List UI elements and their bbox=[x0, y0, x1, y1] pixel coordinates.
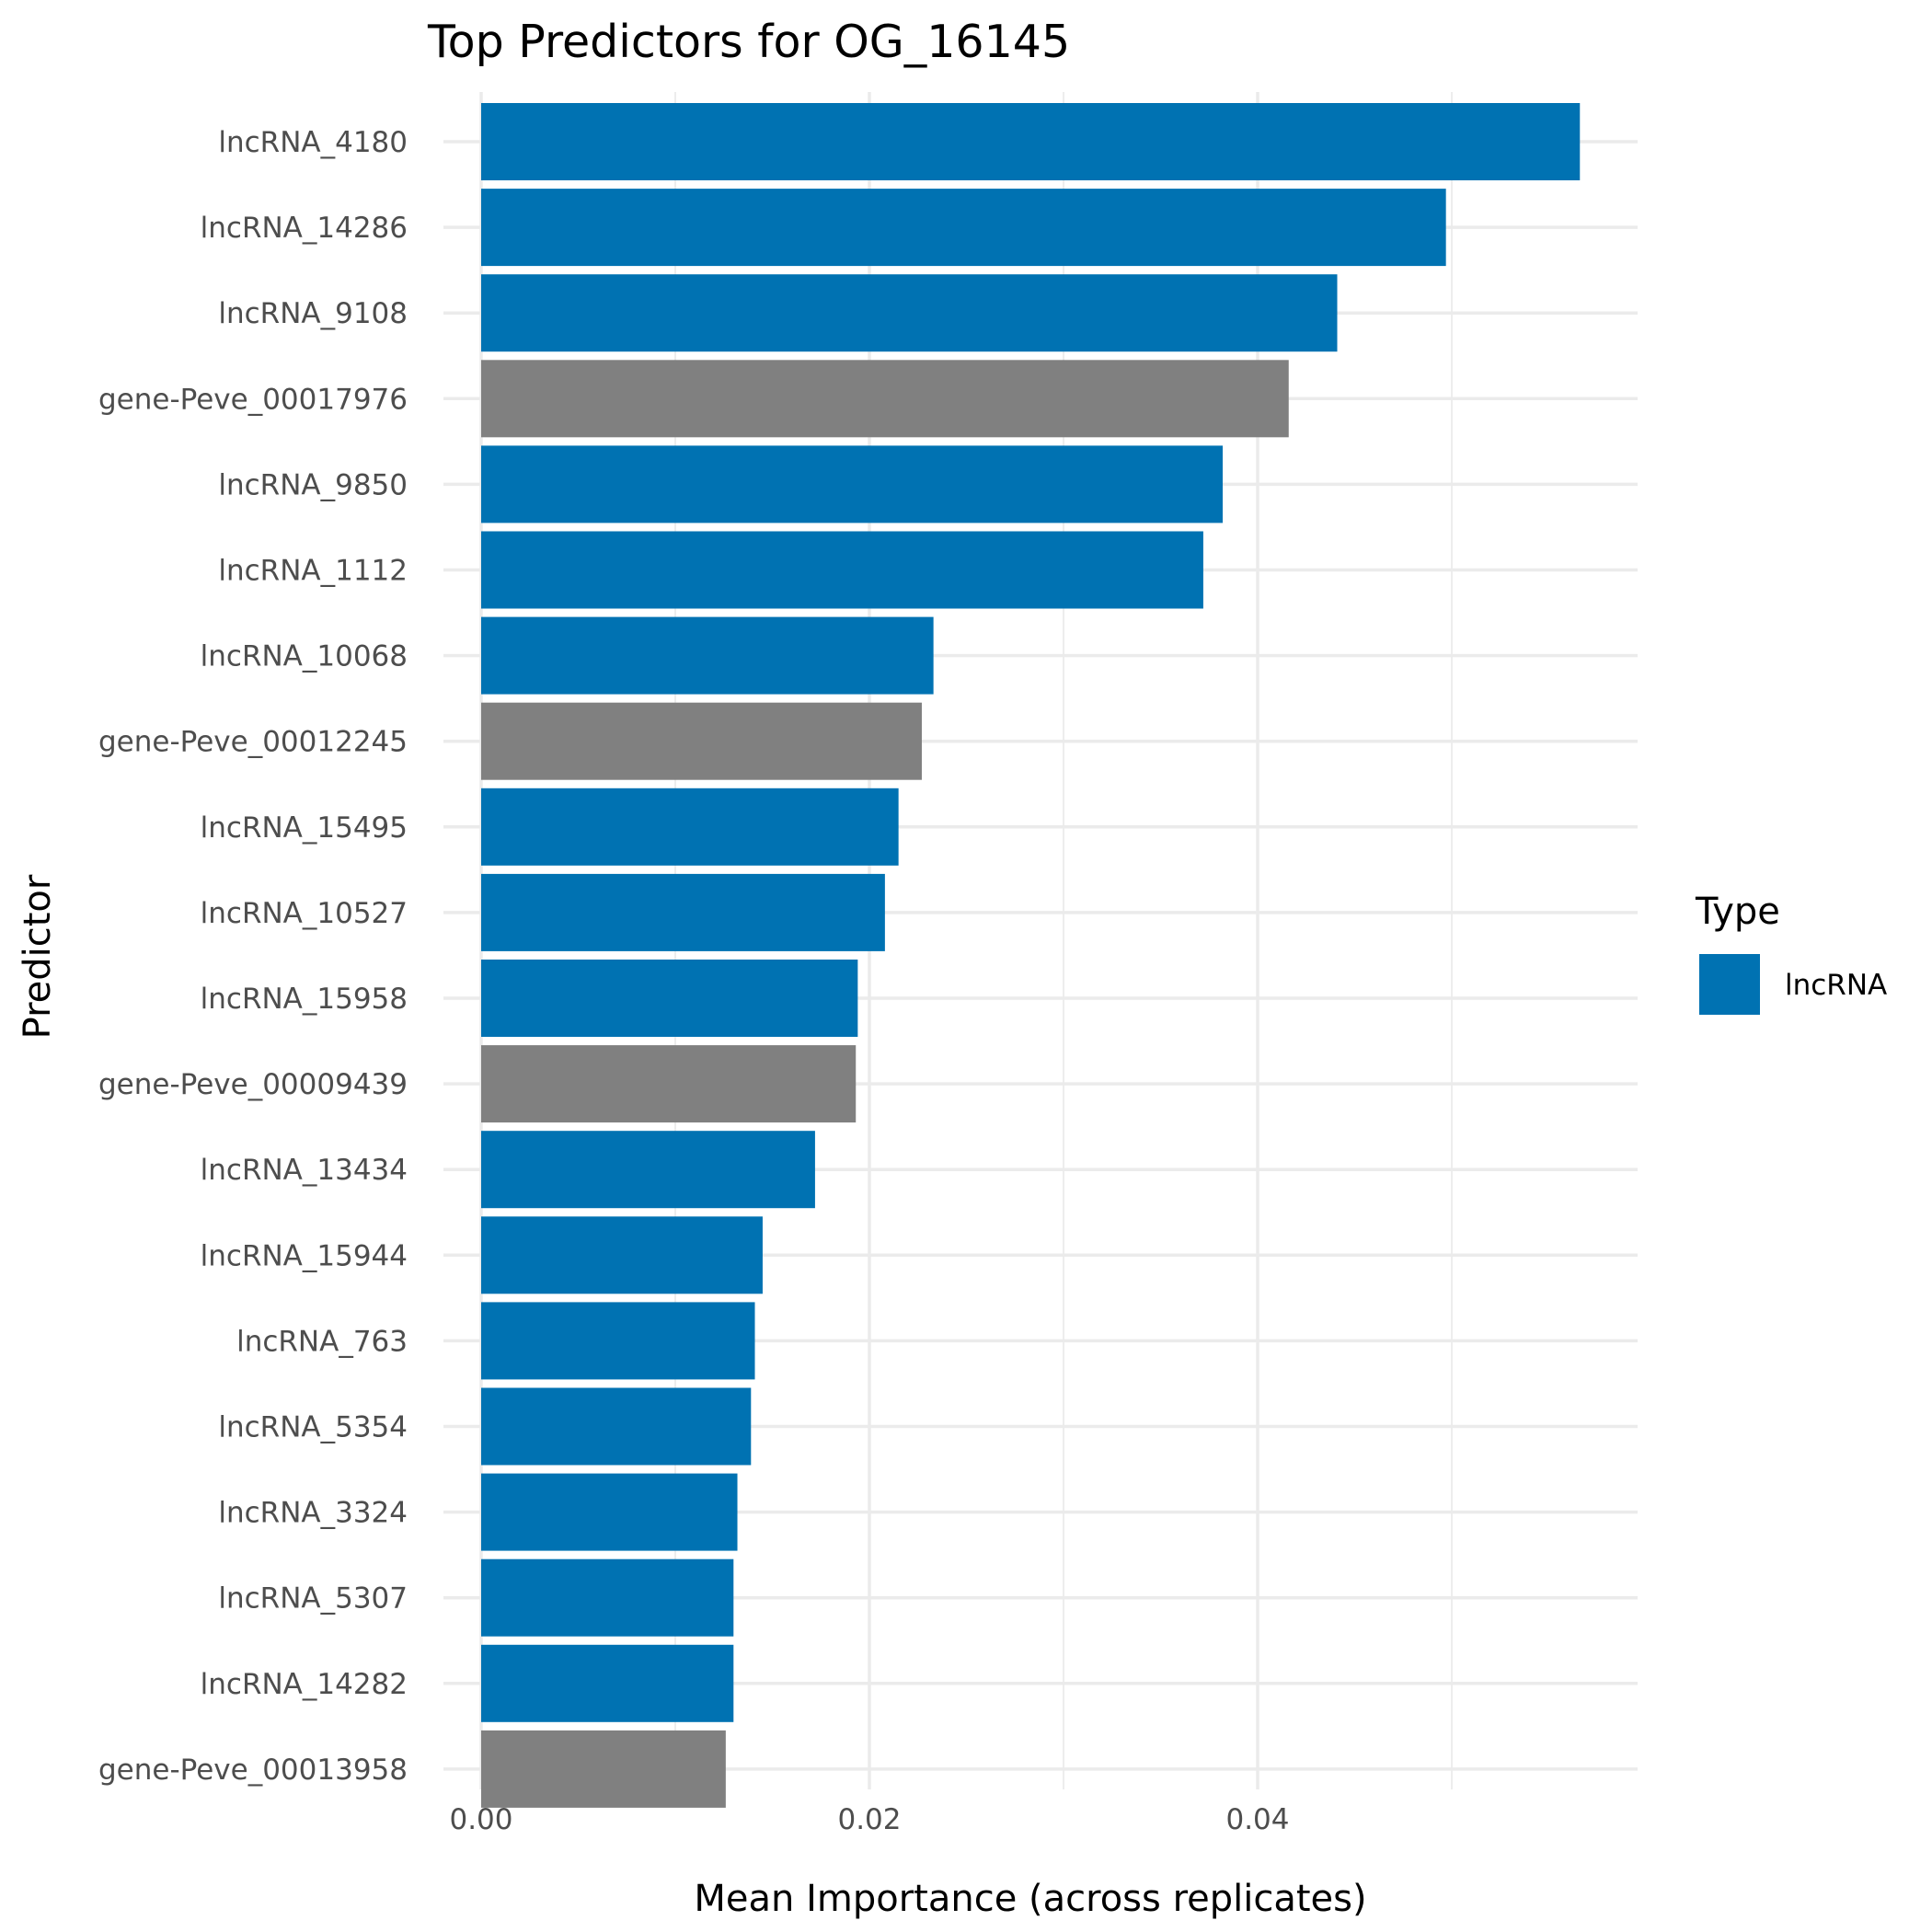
y-tick-label: lncRNA_9108 bbox=[218, 297, 408, 330]
bar bbox=[481, 103, 1581, 180]
y-tick-label: gene-Peve_00009439 bbox=[98, 1068, 408, 1101]
bar bbox=[481, 189, 1446, 267]
x-tick-label: 0.02 bbox=[837, 1803, 901, 1836]
y-tick-label: lncRNA_14282 bbox=[201, 1668, 408, 1701]
y-tick-label: lncRNA_13434 bbox=[201, 1154, 408, 1187]
y-tick-label: gene-Peve_00012245 bbox=[98, 726, 408, 759]
bar bbox=[481, 1558, 734, 1637]
y-tick-label: lncRNA_14286 bbox=[201, 212, 408, 245]
x-tick-label: 0.04 bbox=[1225, 1803, 1289, 1836]
x-tick-labels: 0.00 0.02 0.04 bbox=[449, 1803, 1289, 1836]
y-tick-labels: lncRNA_4180 lncRNA_14286 lncRNA_9108 gene-P… bbox=[98, 126, 408, 1787]
bar bbox=[481, 1387, 752, 1466]
y-tick-label: gene-Peve_00017976 bbox=[98, 383, 408, 416]
bar bbox=[481, 1644, 734, 1722]
bar bbox=[481, 616, 934, 695]
legend: Type lncRNA bbox=[1695, 891, 1887, 1015]
legend-title: Type bbox=[1695, 891, 1780, 933]
bar bbox=[481, 445, 1224, 523]
y-tick-label: lncRNA_15944 bbox=[201, 1239, 408, 1272]
bar bbox=[481, 873, 885, 951]
y-tick-label: lncRNA_9850 bbox=[218, 468, 408, 501]
y-tick-label: lncRNA_10068 bbox=[201, 640, 408, 673]
bar bbox=[481, 274, 1338, 352]
y-tick-label: lncRNA_15495 bbox=[201, 811, 408, 845]
bar bbox=[481, 1302, 755, 1380]
y-tick-label: lncRNA_5354 bbox=[218, 1411, 408, 1444]
x-axis-title: Mean Importance (across replicates) bbox=[694, 1878, 1366, 1920]
chart-title: Top Predictors for OG_16145 bbox=[427, 16, 1070, 68]
bar bbox=[481, 360, 1289, 438]
bar bbox=[481, 1473, 738, 1551]
legend-key-lncrna bbox=[1699, 954, 1760, 1015]
bar bbox=[481, 788, 899, 866]
y-tick-label: gene-Peve_00013958 bbox=[98, 1754, 408, 1787]
bar bbox=[481, 1045, 857, 1123]
y-tick-label: lncRNA_763 bbox=[236, 1325, 408, 1358]
bar bbox=[481, 1216, 763, 1294]
bars bbox=[481, 103, 1581, 1808]
y-tick-label: lncRNA_15958 bbox=[201, 983, 408, 1016]
bar bbox=[481, 531, 1203, 609]
y-tick-label: lncRNA_10527 bbox=[201, 897, 408, 930]
y-tick-label: lncRNA_4180 bbox=[218, 126, 408, 159]
bar bbox=[481, 1131, 815, 1209]
y-axis-title: Predictor bbox=[17, 874, 59, 1039]
y-tick-label: lncRNA_1112 bbox=[218, 555, 408, 588]
legend-label-lncrna: lncRNA bbox=[1785, 969, 1887, 1002]
bar bbox=[481, 1730, 726, 1808]
x-tick-label: 0.00 bbox=[449, 1803, 512, 1836]
y-tick-label: lncRNA_5307 bbox=[218, 1582, 408, 1616]
bar bbox=[481, 702, 922, 780]
y-tick-label: lncRNA_3324 bbox=[218, 1497, 408, 1530]
bar bbox=[481, 960, 858, 1037]
